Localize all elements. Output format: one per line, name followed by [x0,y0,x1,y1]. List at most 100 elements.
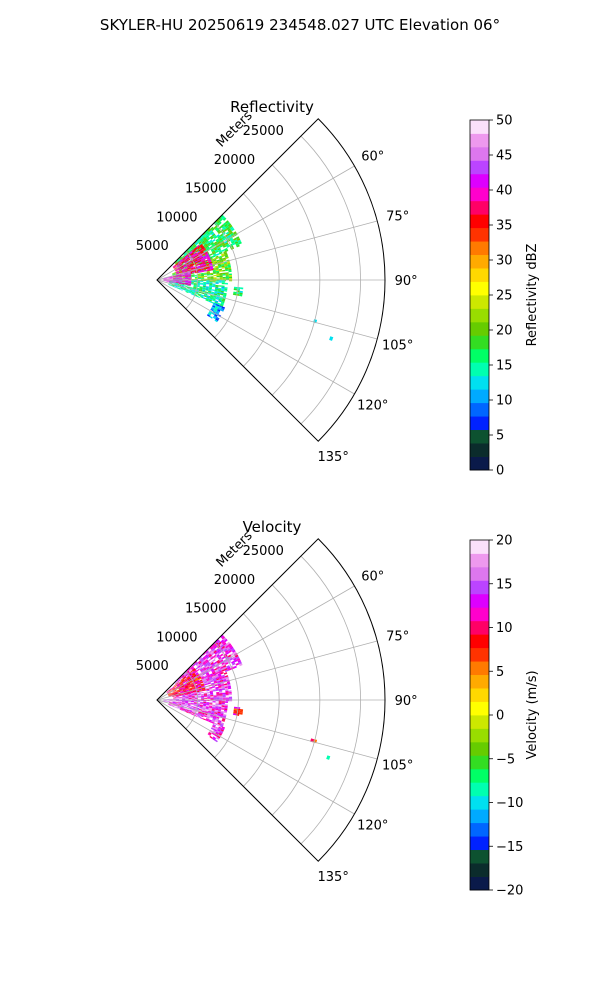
echo-cell [201,235,205,239]
echo-cell [212,719,216,722]
echo-cell [206,272,210,274]
echo-cell [213,728,217,732]
echo-cell [166,281,170,282]
echo-cell [216,694,220,696]
echo-cell [203,233,207,237]
echo-cell [206,232,211,236]
echo-cell [191,671,195,675]
echo-cell [194,694,198,696]
echo-cell [200,683,204,686]
echo-cell [197,276,201,278]
echo-cell [233,708,237,711]
echo-cell [188,275,192,277]
colorbar-segment [470,133,489,148]
echo-cell [173,689,176,692]
echo-cell [193,244,197,248]
echo-cell [194,253,199,257]
echo-cell [196,264,200,266]
echo-cell [173,697,177,699]
echo-cell [182,701,186,702]
echo-cell [222,245,227,248]
echo-cell [207,277,211,279]
echo-cell [220,309,224,312]
echo-cell [185,269,189,272]
echo-cell [203,273,207,275]
echo-cell [220,682,224,685]
echo-cell [191,685,195,687]
echo-cell [217,729,221,732]
echo-cell [219,690,223,692]
echo-cell [206,679,210,682]
echo-cell [209,235,213,239]
echo-cell [171,693,175,696]
azimuth-gridline [156,640,378,701]
echo-cell [203,281,207,284]
echo-cell [205,718,210,721]
echo-cell [186,263,190,266]
echo-cell [183,672,187,676]
echo-cell [206,241,210,245]
echo-cell [194,277,198,279]
echo-cell [185,701,189,703]
echo-cell [214,242,218,246]
echo-cell [188,282,192,284]
echo-cell [221,636,226,640]
colorbar-segment [470,741,489,756]
echo-cell [199,690,203,692]
echo-cell [217,722,221,725]
colorbar-tick-label: −15 [496,840,523,855]
echo-cell [202,248,206,252]
echo-cell [227,685,231,688]
echo-cell [187,683,191,686]
echo-cell [219,653,224,657]
echo-cell [212,716,217,720]
echo-cell [194,660,197,664]
echo-cell [220,671,224,675]
echo-cell [229,237,234,241]
echo-cell [207,647,211,651]
echo-cell [188,248,191,251]
echo-cell [211,707,216,709]
echo-cell [184,285,188,287]
echo-cell [179,676,182,680]
echo-cell [171,285,175,287]
echo-cell [207,697,211,699]
colorbar-segment [470,389,489,404]
echo-cell [224,242,229,245]
echo-cell [211,669,215,673]
echo-cell [206,677,210,681]
echo-cell [221,225,226,229]
echo-cell [218,249,222,252]
echo-cell [211,243,215,246]
echo-cell [168,283,172,285]
echo-cell [217,289,222,291]
echo-cell [188,687,193,690]
echo-cell [212,305,216,308]
echo-cell [178,687,182,689]
echo-cell [179,677,183,680]
colorbar-tick-label: 5 [496,665,504,680]
echo-cell [185,700,189,702]
echo-cell [216,259,220,262]
echo-cell [196,681,200,684]
echo-cell [219,731,223,735]
echo-cell [193,691,197,693]
echo-cell [219,278,223,280]
echo-cell [231,240,235,244]
echo-cell [183,267,187,270]
echo-cell [169,278,173,280]
echo-cell [199,288,203,290]
echo-cell [184,255,188,258]
echo-cell [212,686,216,689]
echo-cell [202,707,206,710]
echo-cell [222,243,226,247]
echo-cell [215,282,219,284]
echo-cell [171,705,175,707]
echo-cell [190,252,194,256]
echo-cell [220,292,224,295]
echo-cell [216,229,221,233]
echo-cell [213,295,217,298]
echo-cell [166,701,170,703]
echo-cell [212,737,216,741]
echo-cell [214,662,218,666]
